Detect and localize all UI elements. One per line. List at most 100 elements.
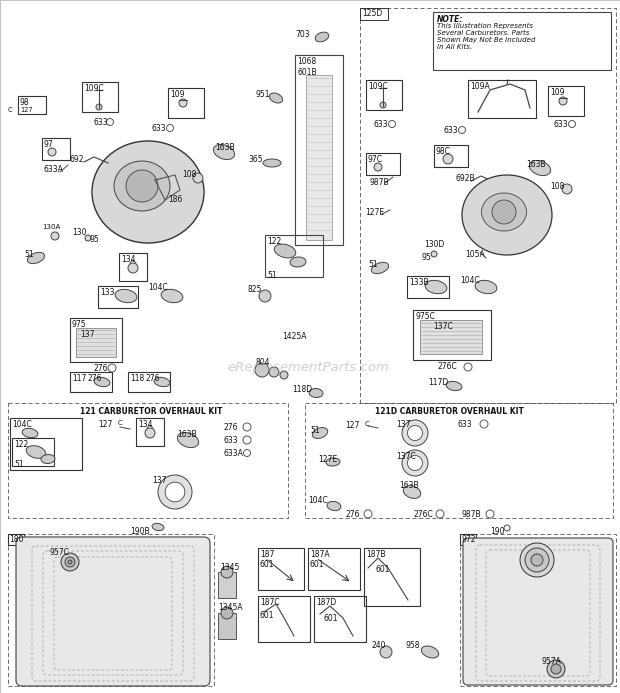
Text: 125D: 125D [362, 9, 383, 18]
Text: 601: 601 [310, 560, 324, 569]
Circle shape [559, 97, 567, 105]
Circle shape [492, 200, 516, 224]
Text: 276: 276 [223, 423, 237, 432]
Bar [308, 548, 360, 590]
Text: 118D: 118D [292, 385, 312, 394]
Text: C: C [118, 420, 123, 426]
Text: 137: 137 [152, 476, 167, 485]
Text: 134: 134 [138, 420, 153, 429]
Circle shape [193, 173, 203, 183]
Text: 804: 804 [255, 358, 270, 367]
Text: 163B: 163B [177, 430, 197, 439]
Text: 187B: 187B [366, 550, 386, 559]
Circle shape [158, 475, 192, 509]
Text: 130: 130 [72, 228, 87, 237]
Bar [305, 403, 613, 518]
Text: 163B: 163B [526, 160, 546, 169]
Text: 51: 51 [310, 426, 320, 435]
Text: 109C: 109C [84, 84, 104, 93]
Circle shape [520, 543, 554, 577]
Text: 190: 190 [490, 527, 505, 536]
Circle shape [259, 290, 271, 302]
Circle shape [61, 553, 79, 571]
Text: 95: 95 [422, 253, 432, 262]
Ellipse shape [327, 502, 341, 511]
Circle shape [179, 99, 187, 107]
Text: 1345: 1345 [220, 563, 239, 572]
Text: 118: 118 [130, 374, 144, 383]
Circle shape [380, 102, 386, 108]
Bar [8, 403, 288, 518]
Text: 1068: 1068 [297, 57, 316, 66]
Ellipse shape [269, 93, 283, 103]
Bar [295, 55, 343, 245]
Bar [265, 235, 323, 277]
Bar [168, 88, 204, 118]
Text: 276C: 276C [437, 362, 457, 371]
Bar [360, 8, 388, 20]
Ellipse shape [161, 289, 183, 303]
Bar [460, 534, 476, 545]
Bar [98, 286, 138, 308]
Text: 633: 633 [93, 118, 108, 127]
Text: 122: 122 [14, 440, 29, 449]
Ellipse shape [274, 244, 296, 258]
Ellipse shape [529, 160, 551, 175]
Text: 108: 108 [550, 182, 564, 191]
Bar [548, 86, 584, 116]
Ellipse shape [312, 428, 328, 439]
Bar [468, 80, 536, 118]
Text: 137: 137 [396, 420, 410, 429]
Text: 975C: 975C [415, 312, 435, 321]
Text: 51: 51 [24, 250, 33, 259]
Bar [364, 548, 420, 606]
Text: 97C: 97C [368, 155, 383, 164]
Ellipse shape [446, 381, 462, 391]
Text: 987B: 987B [370, 178, 389, 187]
Ellipse shape [263, 159, 281, 167]
Circle shape [431, 251, 437, 257]
Text: 109A: 109A [470, 82, 490, 91]
Bar [119, 253, 147, 281]
Bar [70, 318, 122, 362]
Circle shape [374, 163, 382, 171]
Bar [407, 276, 449, 298]
Ellipse shape [475, 281, 497, 294]
Text: 133B: 133B [409, 278, 428, 287]
Text: 137C: 137C [396, 452, 416, 461]
Ellipse shape [114, 161, 170, 211]
Circle shape [402, 450, 428, 476]
Text: 95: 95 [90, 235, 100, 244]
Text: 633A: 633A [43, 165, 63, 174]
Text: 633: 633 [458, 420, 472, 429]
Text: 117: 117 [72, 374, 86, 383]
Bar [366, 80, 402, 110]
Bar [18, 96, 46, 114]
Text: 601: 601 [260, 611, 275, 620]
Text: 692B: 692B [456, 174, 476, 183]
Text: 127E: 127E [365, 208, 384, 217]
Ellipse shape [94, 378, 110, 387]
Circle shape [562, 184, 572, 194]
Ellipse shape [425, 281, 447, 294]
Text: 127: 127 [20, 107, 33, 113]
Text: 98C: 98C [436, 147, 451, 156]
Text: 692: 692 [70, 155, 84, 164]
Ellipse shape [326, 458, 340, 466]
Text: 109: 109 [550, 88, 564, 97]
Text: 957A: 957A [542, 657, 562, 666]
Text: 127: 127 [345, 421, 360, 430]
Text: C: C [8, 107, 12, 113]
Text: 104C: 104C [12, 420, 32, 429]
Circle shape [145, 428, 155, 438]
Circle shape [85, 235, 91, 241]
Bar [258, 596, 310, 642]
Circle shape [443, 154, 453, 164]
Ellipse shape [371, 263, 389, 274]
Circle shape [68, 560, 72, 564]
Bar [8, 534, 214, 686]
Text: 186: 186 [168, 195, 182, 204]
Text: 127: 127 [98, 420, 112, 429]
Circle shape [255, 363, 269, 377]
Ellipse shape [22, 428, 38, 438]
